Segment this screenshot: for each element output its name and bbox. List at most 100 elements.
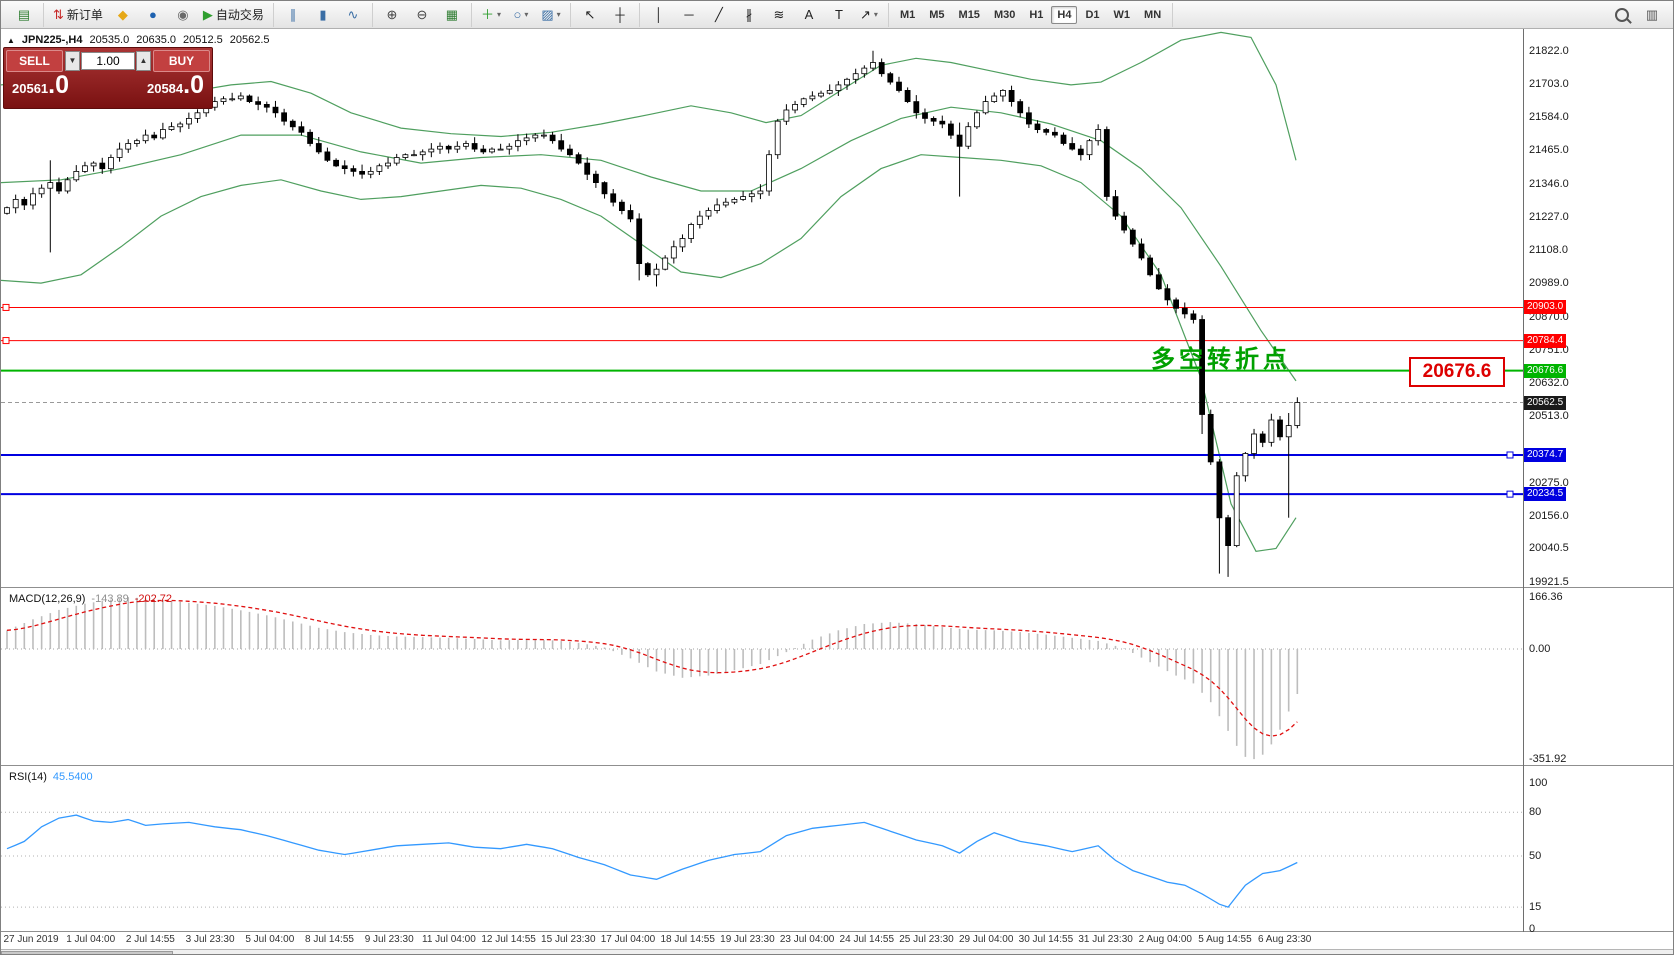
rsi-scale-label: 80 (1529, 806, 1542, 819)
fibonacci-icon[interactable]: ≋ (765, 4, 793, 26)
time-axis[interactable] (1, 932, 1673, 949)
line-handle[interactable] (1506, 490, 1514, 498)
line-handle[interactable] (1506, 451, 1514, 459)
text-icon[interactable]: A (795, 4, 823, 26)
timeframe-h1[interactable]: H1 (1029, 8, 1044, 21)
candle-body (12, 198, 19, 209)
candle-body (1259, 433, 1266, 443)
candle-body (497, 148, 504, 151)
sell-price[interactable]: 20561.0 (12, 73, 69, 98)
timeframe-w1[interactable]: W1 (1113, 8, 1131, 21)
toolbar-group-timeframes: M1 M5 M15 M30 H1 H4 D1 W1 MN (889, 2, 1174, 27)
candle-body (722, 201, 729, 206)
favorites-icon[interactable]: ◆ (109, 4, 137, 26)
favorites-icon: ◆ (117, 7, 128, 22)
candlestick-chart-icon[interactable]: ▮ (309, 4, 337, 26)
candle-body (307, 131, 314, 144)
timeframe-m30[interactable]: M30 (993, 8, 1016, 21)
candlestick-chart-icon: ▮ (319, 7, 327, 22)
panel-separator[interactable] (1, 587, 1673, 588)
price-scale-label: 21227.0 (1529, 210, 1569, 223)
timeframe-d1[interactable]: D1 (1085, 8, 1100, 21)
templates-icon[interactable]: ▨ ▾ (537, 4, 565, 26)
price-chart-canvas[interactable] (1, 29, 1523, 587)
panel-separator (1, 931, 1673, 932)
candle-body (861, 67, 868, 75)
periods-icon-caret: ▾ (524, 10, 529, 19)
arrows-icon[interactable]: ↗ ▾ (855, 4, 883, 26)
periods-icon[interactable]: ○ ▾ (507, 4, 535, 26)
chart-text-annotation[interactable]: 多空转折点 (1151, 346, 1291, 373)
buy-price-big: .0 (183, 71, 204, 99)
cursor-icon: ↖ (584, 7, 596, 22)
bars-chart-icon[interactable]: ∥ (279, 4, 307, 26)
line-handle[interactable] (2, 337, 10, 345)
cursor-icon[interactable]: ↖ (576, 4, 604, 26)
vertical-line-icon[interactable]: │ (645, 4, 673, 26)
scrollbar-thumb[interactable] (1, 951, 173, 954)
volume-increase-button[interactable]: ▲ (136, 51, 151, 71)
macd-scale-label: 166.36 (1529, 591, 1563, 603)
rsi-indicator-canvas[interactable] (1, 767, 1523, 931)
sell-button[interactable]: SELL (6, 50, 63, 72)
price-scale-label: 20275.0 (1529, 476, 1569, 489)
collapse-panel-icon[interactable]: ▲ (7, 35, 15, 45)
macd-indicator-canvas[interactable] (1, 589, 1523, 765)
horizontal-line-icon[interactable]: ─ (675, 4, 703, 26)
ohlc-low: 20512.5 (183, 34, 223, 46)
line-handle[interactable] (2, 303, 10, 311)
news-icon: ◉ (177, 7, 189, 22)
indicators-icon[interactable]: ＋ ▾ (477, 4, 505, 26)
price-scale-label: 20513.0 (1529, 410, 1569, 423)
candle-body (1147, 257, 1153, 276)
zoom-in-icon[interactable]: ⊕ (378, 4, 406, 26)
candle-body (489, 148, 495, 153)
timeframe-mn[interactable]: MN (1144, 8, 1162, 21)
grid-icon[interactable]: ▦ (438, 4, 466, 26)
buy-button[interactable]: BUY (153, 50, 210, 72)
zoom-out-icon[interactable]: ⊖ (408, 4, 436, 26)
candle-body (30, 193, 36, 206)
line-chart-icon: ∿ (347, 7, 359, 22)
candle-body (705, 210, 712, 217)
profile-icon[interactable]: ● (139, 4, 167, 26)
panel-separator[interactable] (1, 765, 1673, 766)
timeframe-m5[interactable]: M5 (929, 8, 945, 21)
horizontal-scrollbar[interactable] (1, 949, 1673, 954)
candle-body (653, 268, 660, 276)
timeframe-m1[interactable]: M1 (899, 8, 916, 21)
text-label-icon[interactable]: T (825, 4, 853, 26)
new-order-button[interactable]: ⇅ 新订单 (49, 4, 107, 26)
candle-body (471, 143, 478, 150)
candle-body (1268, 419, 1275, 443)
autotrade-button: ▶ (202, 7, 213, 22)
price-level-callout[interactable]: 20676.6 (1409, 357, 1505, 387)
candle-body (1069, 143, 1076, 150)
candle-body (1155, 274, 1162, 290)
chart-window-icon[interactable]: ▤ (10, 4, 38, 26)
crosshair-icon[interactable]: ┼ (606, 4, 634, 26)
candle-body (177, 123, 184, 128)
timeframe-m15[interactable]: M15 (958, 8, 980, 21)
volume-input[interactable] (81, 52, 135, 70)
timeframe-h4[interactable]: H4 (1051, 5, 1078, 24)
search-icon[interactable] (1608, 4, 1636, 26)
buy-price[interactable]: 20584.0 (147, 73, 204, 98)
candle-body (185, 118, 192, 125)
candle-body (930, 118, 937, 122)
zoom-out-icon: ⊖ (416, 7, 428, 22)
candle-body (965, 126, 972, 147)
channel-icon[interactable]: ∦ (735, 4, 763, 26)
candle-body (1190, 313, 1197, 320)
trendline-icon[interactable]: ╱ (705, 4, 733, 26)
crosshair-icon: ┼ (615, 7, 625, 22)
toolbar-group-window: ▤ (5, 2, 44, 27)
autotrade-button[interactable]: ▶ 自动交易 (199, 4, 268, 26)
news-icon[interactable]: ◉ (169, 4, 197, 26)
data-window-icon[interactable]: ▥ (1638, 4, 1666, 26)
grid-icon: ▦ (445, 7, 459, 22)
volume-decrease-button[interactable]: ▼ (65, 51, 80, 71)
candle-body (82, 165, 88, 172)
line-chart-icon[interactable]: ∿ (339, 4, 367, 26)
candle-body (454, 145, 461, 150)
